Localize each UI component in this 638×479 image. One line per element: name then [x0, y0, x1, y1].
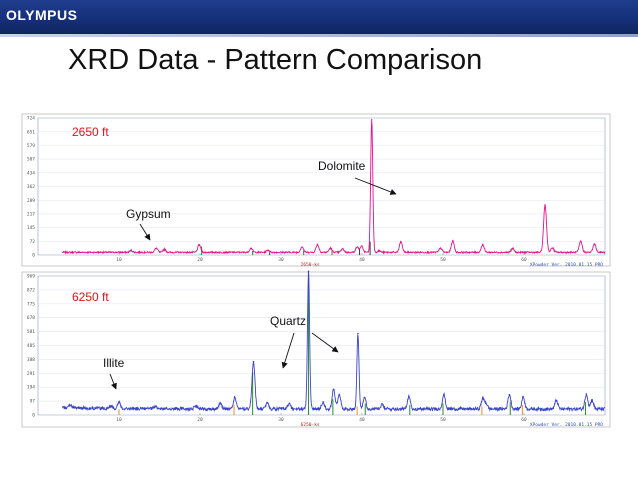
peak-marker: [591, 399, 593, 401]
x-tick-label: 30: [278, 257, 284, 263]
annotation-arrow: [354, 177, 397, 195]
chart-frame: [21, 113, 611, 267]
y-tick-label: 724: [27, 116, 35, 122]
peak-marker: [481, 398, 484, 400]
y-tick-label: 507: [27, 157, 35, 163]
peak-marker: [400, 241, 402, 243]
y-tick-label: 678: [27, 315, 35, 321]
panel-depth-label: 2650 ft: [72, 125, 109, 139]
mineral-annotation: Gypsum: [126, 207, 171, 221]
x-tick-label: 20: [197, 417, 203, 423]
xrd-panel-2650-ft: 724 651 579 507 434 362 289 217 145 72 0 10 20 30 40 50…: [21, 113, 611, 268]
annotation-arrow: [281, 332, 295, 369]
x-tick-label: 50: [440, 257, 446, 263]
y-tick-label: 388: [27, 357, 35, 363]
y-tick-label: 362: [27, 184, 35, 190]
y-tick-label: 289: [27, 198, 35, 204]
y-tick-label: 0: [32, 253, 35, 259]
peak-marker: [544, 204, 546, 206]
peak-marker: [357, 332, 359, 335]
xrd-pattern-line: [61, 120, 606, 255]
y-tick-label: 194: [27, 385, 35, 391]
x-tick-label: 40: [359, 417, 365, 423]
peak-marker: [322, 401, 324, 403]
y-tick-label: 969: [27, 274, 35, 280]
peak-marker: [370, 119, 373, 121]
y-tick-label: 581: [27, 329, 35, 335]
y-tick-label: 434: [27, 170, 35, 176]
y-tick-label: 872: [27, 287, 35, 293]
x-axis-label: 6250-ks: [301, 422, 320, 428]
x-axis-label: 2650-ks: [301, 262, 320, 268]
x-tick-label: 40: [359, 257, 365, 263]
x-tick-label: 60: [521, 257, 527, 263]
y-tick-label: 97: [30, 399, 36, 405]
peak-marker: [338, 394, 341, 396]
y-tick-label: 579: [27, 143, 35, 149]
y-tick-label: 0: [32, 413, 35, 419]
annotation-arrow: [109, 373, 117, 390]
x-tick-label: 10: [116, 257, 122, 263]
y-tick-label: 775: [27, 301, 35, 307]
peak-marker: [522, 396, 524, 398]
y-tick-label: 145: [27, 225, 35, 231]
peak-marker: [508, 393, 511, 396]
panel-depth-label: 6250 ft: [72, 290, 109, 304]
peak-marker: [252, 360, 255, 363]
y-tick-label: 291: [27, 371, 35, 377]
peak-marker: [555, 399, 558, 402]
header-rule: [0, 34, 638, 37]
peak-marker: [408, 396, 410, 398]
header-banner: [0, 0, 638, 34]
peak-marker: [307, 270, 310, 273]
y-tick-label: 485: [27, 343, 35, 349]
peak-marker: [585, 393, 588, 395]
x-tick-label: 50: [440, 417, 446, 423]
peak-marker: [316, 243, 319, 246]
mineral-annotation: Quartz: [270, 314, 306, 328]
x-tick-label: 20: [197, 257, 203, 263]
y-tick-label: 651: [27, 129, 35, 135]
olympus-logo: OLYMPUS: [6, 7, 78, 23]
peak-marker: [443, 393, 445, 396]
mineral-annotation: Dolomite: [318, 159, 366, 173]
peak-marker: [332, 388, 335, 391]
x-tick-label: 60: [521, 417, 527, 423]
peak-marker: [593, 243, 596, 245]
peak-marker: [481, 243, 484, 246]
peak-marker: [118, 401, 120, 404]
slide-title: XRD Data - Pattern Comparison: [68, 44, 483, 76]
peak-marker: [234, 396, 236, 399]
peak-marker: [363, 396, 366, 399]
peak-marker: [485, 402, 487, 405]
x-tick-label: 30: [278, 417, 284, 423]
version-label: XPowder Ver. 2010.01.15 PRO: [530, 422, 603, 428]
annotation-arrow: [139, 223, 151, 241]
y-tick-label: 72: [30, 239, 36, 245]
x-tick-label: 10: [116, 417, 122, 423]
peak-marker: [451, 240, 454, 242]
y-tick-label: 217: [27, 211, 35, 217]
peak-marker: [579, 240, 582, 243]
xrd-panel-6250-ft: 969 872 775 678 581 485 388 291 194 97 0 10 20 30 40 50…: [21, 270, 611, 428]
peak-marker: [219, 402, 222, 404]
peak-marker: [266, 402, 269, 404]
mineral-annotation: Illite: [103, 356, 125, 370]
peak-marker: [198, 243, 200, 246]
annotation-arrow: [311, 332, 339, 353]
version-label: XPowder Ver. 2010.01.15 PRO: [530, 262, 603, 268]
